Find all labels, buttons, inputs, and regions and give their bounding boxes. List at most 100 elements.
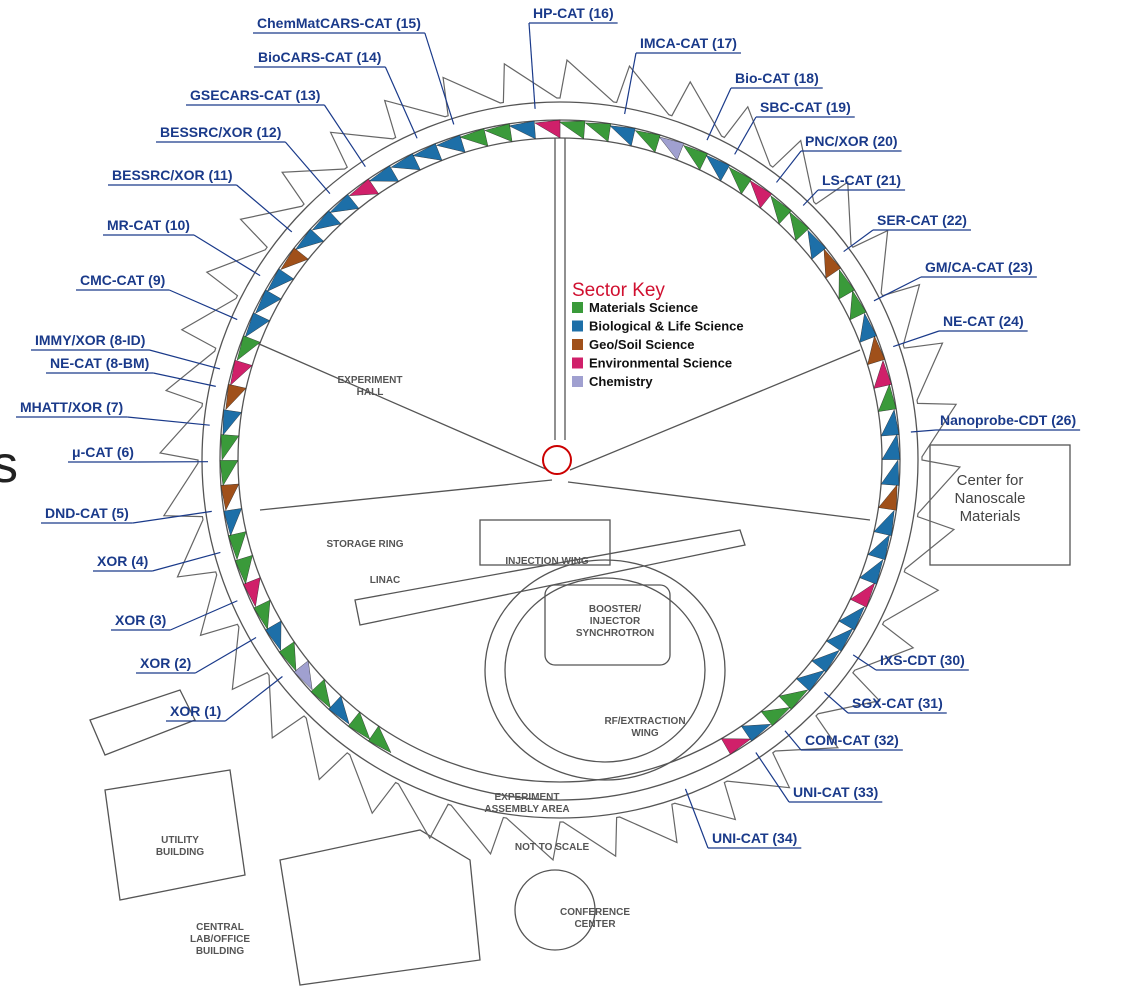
- building-label: EXPERIMENT: [494, 792, 559, 803]
- leader-line: [785, 731, 801, 750]
- sector-label: NE-CAT (24): [943, 313, 1024, 329]
- building-label: WING: [631, 728, 658, 739]
- sector-label: UNI-CAT (34): [712, 830, 797, 846]
- key-label: Materials Science: [589, 300, 698, 315]
- beamline-wedge: [750, 180, 772, 208]
- building-label: HALL: [357, 387, 384, 398]
- sector-label: Bio-CAT (18): [735, 70, 819, 86]
- sector-label: μ-CAT (6): [72, 444, 134, 460]
- leader-line: [776, 151, 801, 182]
- key-label: Environmental Science: [589, 356, 732, 371]
- sector-label: BioCARS-CAT (14): [258, 49, 381, 65]
- building-label: EXPERIMENT: [337, 375, 402, 386]
- beamline-wedge: [812, 650, 840, 672]
- beamline-wedge: [535, 120, 560, 138]
- key-label: Biological & Life Science: [589, 319, 744, 334]
- leader-line: [385, 67, 417, 138]
- key-label: Geo/Soil Science: [589, 337, 695, 352]
- building-label: STORAGE RING: [326, 539, 403, 550]
- leader-line: [425, 33, 454, 124]
- sector-label: XOR (1): [170, 703, 221, 719]
- beamline-wedge: [559, 121, 584, 139]
- edge-text: s: [0, 436, 18, 494]
- beamline-wedge: [245, 313, 270, 337]
- sector-label: XOR (4): [97, 553, 148, 569]
- key-label: Chemistry: [589, 374, 653, 389]
- building-label: Materials: [960, 508, 1021, 525]
- sector-map: s Sector Key ChemMatCARS-CAT (15)HP-CAT …: [0, 0, 1139, 990]
- building-label: LINAC: [370, 575, 401, 586]
- building-label: INJECTION WING: [505, 556, 589, 567]
- leader-line: [735, 117, 756, 154]
- leader-line: [195, 638, 256, 673]
- building-label: RF/EXTRACTION: [604, 716, 685, 727]
- beamline-wedge: [850, 291, 866, 320]
- beamline-wedge: [721, 739, 750, 755]
- sector-label: SER-CAT (22): [877, 212, 967, 228]
- sector-label: ChemMatCARS-CAT (15): [257, 15, 421, 31]
- leader-line: [853, 655, 876, 670]
- building-label: Nanoscale: [955, 490, 1026, 507]
- leader-line: [237, 185, 292, 232]
- building-label: SYNCHROTRON: [576, 628, 654, 639]
- sector-label: XOR (2): [140, 655, 191, 671]
- key-swatch: [572, 339, 583, 350]
- sector-label: MHATT/XOR (7): [20, 399, 123, 415]
- leader-line: [170, 601, 237, 630]
- key-swatch: [572, 358, 583, 369]
- beamline-wedge: [485, 124, 512, 142]
- leader-line: [685, 789, 708, 848]
- sector-label: SBC-CAT (19): [760, 99, 851, 115]
- leader-line: [149, 350, 220, 369]
- leader-line: [133, 511, 212, 523]
- sector-label: GM/CA-CAT (23): [925, 259, 1033, 275]
- beamline-wedge: [221, 435, 239, 460]
- beamline-wedge: [882, 434, 900, 459]
- sector-label: GSECARS-CAT (13): [190, 87, 320, 103]
- sector-label: Nanoprobe-CDT (26): [940, 412, 1076, 428]
- building-label: BOOSTER/: [589, 604, 641, 615]
- beamline-wedge: [659, 137, 684, 160]
- leader-line: [225, 676, 282, 721]
- sector-label: LS-CAT (21): [822, 172, 901, 188]
- building-label: BUILDING: [156, 847, 205, 858]
- sector-label: DND-CAT (5): [45, 505, 129, 521]
- sector-label: NE-CAT (8-BM): [50, 355, 149, 371]
- beamline-wedge: [850, 583, 875, 607]
- building-label: BUILDING: [196, 946, 245, 957]
- sector-label: IMCA-CAT (17): [640, 35, 737, 51]
- sector-label: COM-CAT (32): [805, 732, 899, 748]
- building-label: INJECTOR: [590, 616, 641, 627]
- leader-line: [844, 230, 873, 252]
- sector-label: IXS-CDT (30): [880, 652, 965, 668]
- sector-label: MR-CAT (10): [107, 217, 190, 233]
- beamline-wedge: [369, 166, 398, 182]
- beamline-wedge: [878, 384, 896, 411]
- key-title: Sector Key: [572, 280, 665, 301]
- building-label: ASSEMBLY AREA: [484, 804, 569, 815]
- sector-label: XOR (3): [115, 612, 166, 628]
- leader-line: [169, 290, 237, 320]
- building-label: UTILITY: [161, 835, 199, 846]
- building-label: Center for: [957, 472, 1024, 489]
- beamline-wedge: [881, 460, 899, 485]
- sector-label: IMMY/XOR (8-ID): [35, 332, 145, 348]
- sector-label: BESSRC/XOR (12): [160, 124, 281, 140]
- sector-label: SGX-CAT (31): [852, 695, 943, 711]
- building-label: NOT TO SCALE: [515, 842, 590, 853]
- beamline-wedge: [683, 145, 707, 170]
- beamline-wedge: [224, 508, 242, 535]
- leader-line: [127, 417, 210, 425]
- sector-label: CMC-CAT (9): [80, 272, 165, 288]
- building-label: CENTER: [574, 919, 616, 930]
- sector-label: BESSRC/XOR (11): [112, 167, 233, 183]
- sector-label: PNC/XOR (20): [805, 133, 898, 149]
- key-swatch: [572, 376, 583, 387]
- leader-line: [529, 23, 535, 109]
- building-label: LAB/OFFICE: [190, 934, 250, 945]
- leader-line: [625, 53, 636, 114]
- building-label: CENTRAL: [196, 922, 244, 933]
- sector-label: UNI-CAT (33): [793, 784, 878, 800]
- beamline-wedge: [348, 712, 370, 740]
- leader-line: [911, 430, 936, 432]
